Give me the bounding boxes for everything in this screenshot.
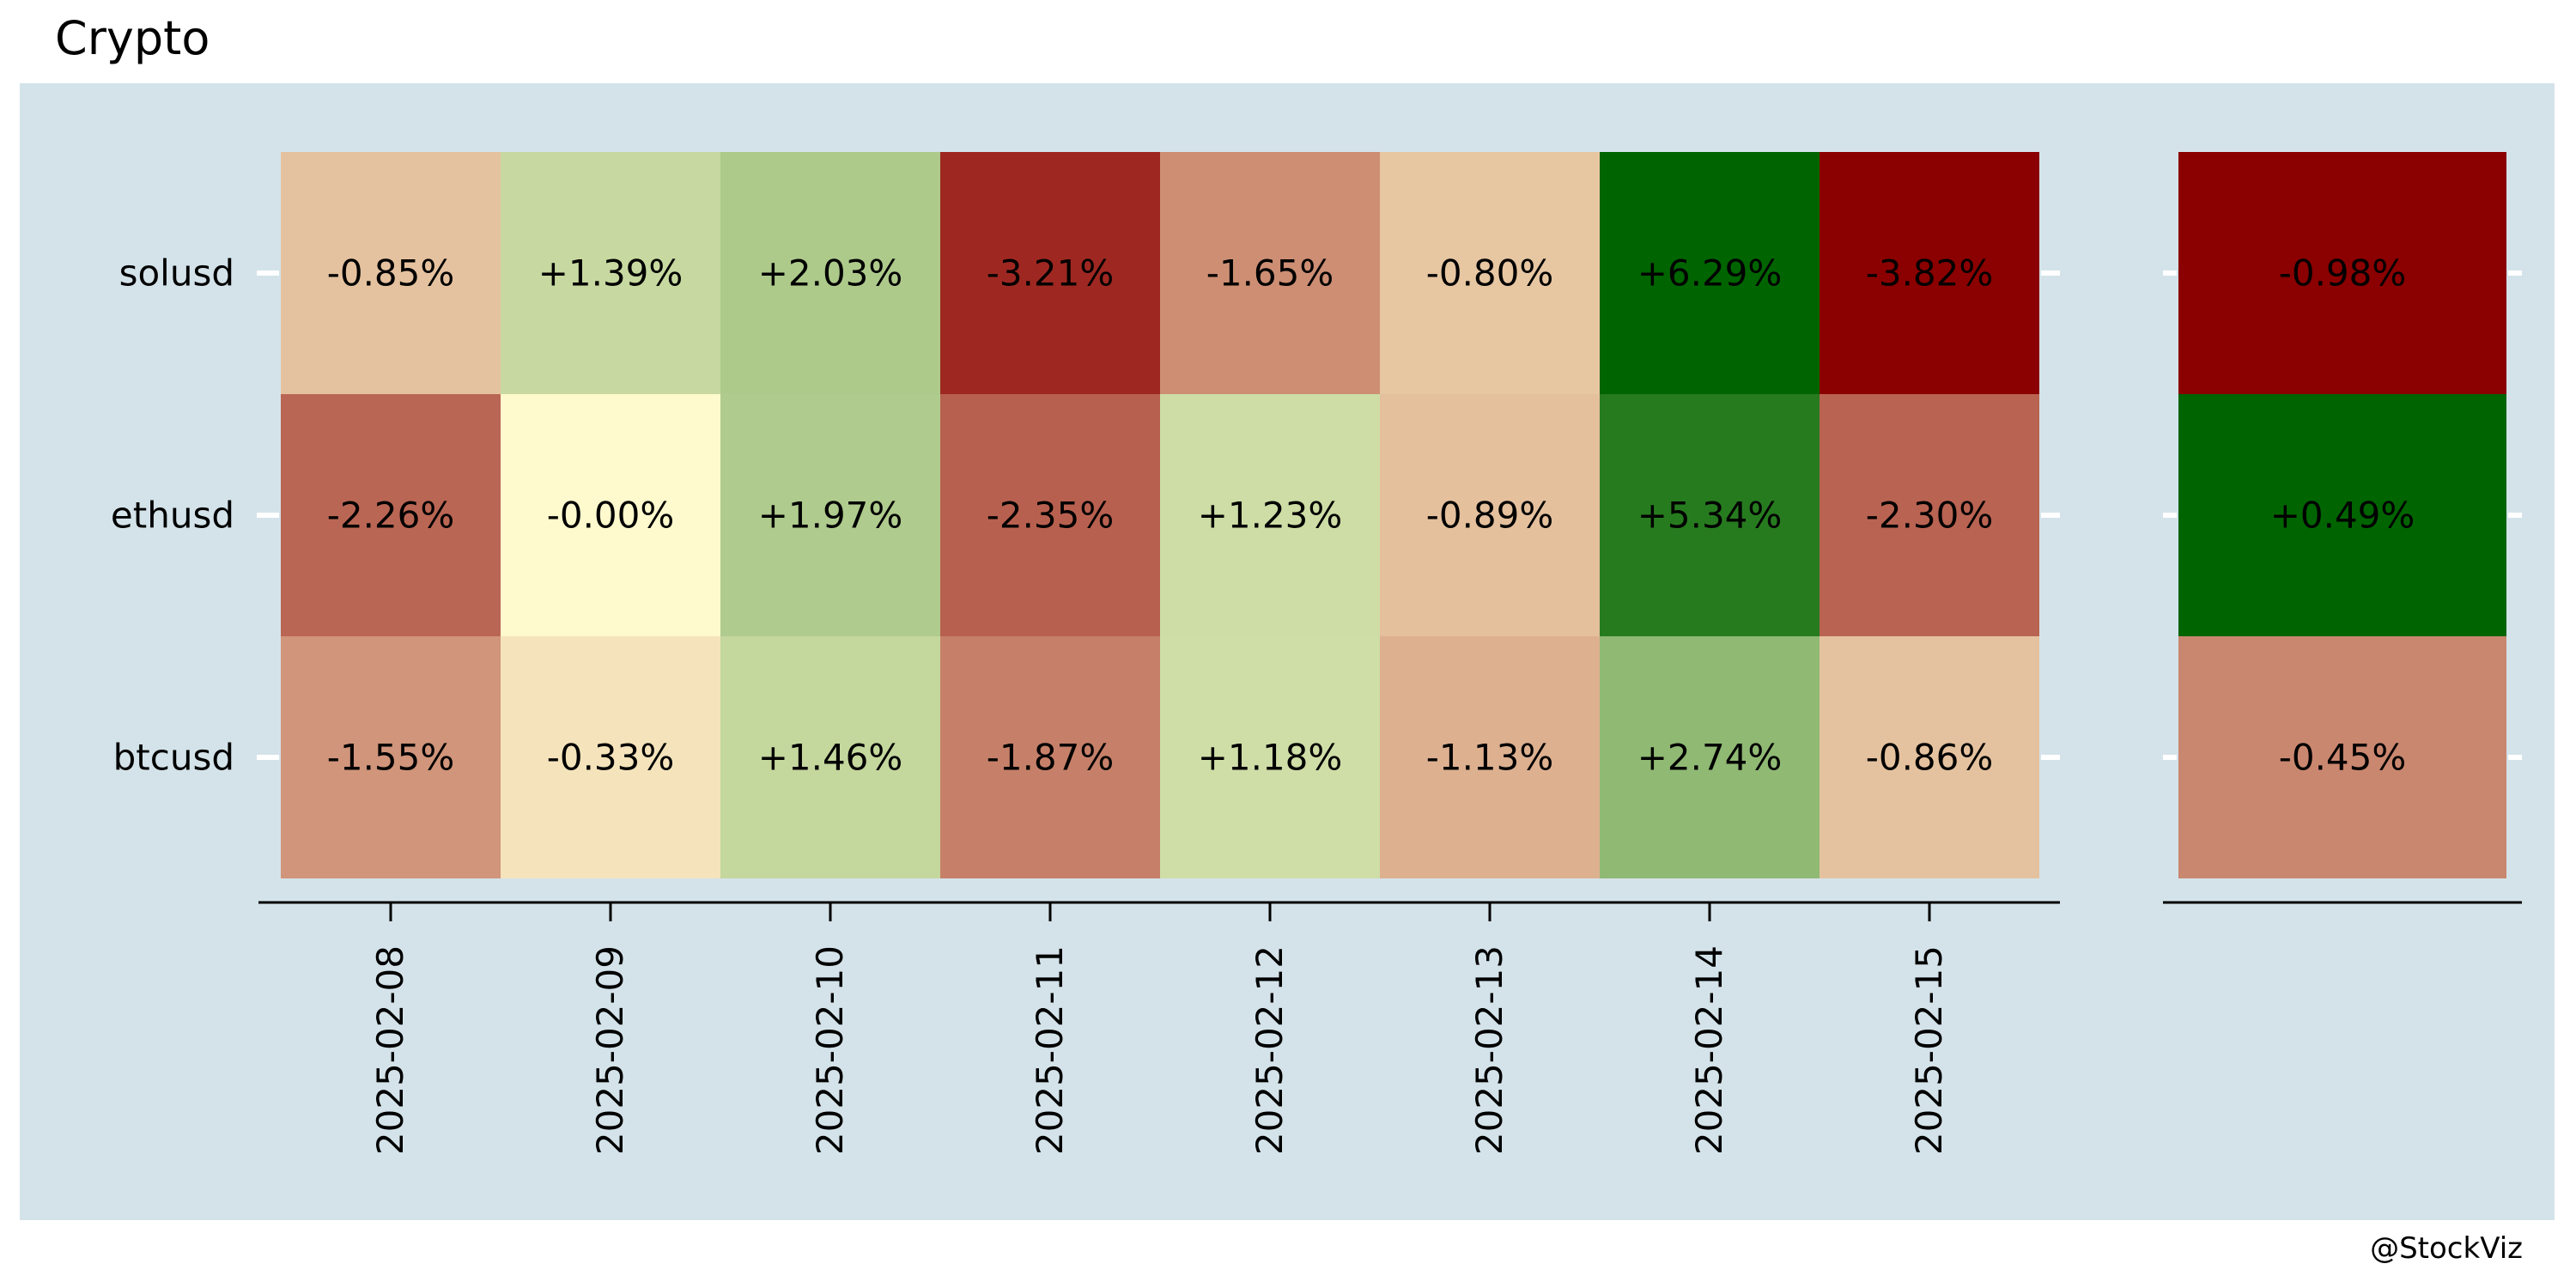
cell-label: -0.80% [1426, 252, 1554, 295]
cell-label: -1.65% [1206, 252, 1334, 295]
heatmap-cell [1820, 152, 2039, 394]
summary-cell [2178, 636, 2506, 878]
summary-label: +0.49% [2270, 495, 2415, 537]
summary-cell [2178, 394, 2506, 636]
chart-title: Crypto [55, 11, 210, 65]
heatmap-cell [1380, 636, 1600, 878]
cell-label: +1.46% [758, 737, 903, 779]
x-tick-label: 2025-02-11 [1029, 945, 1071, 1155]
cell-label: +1.39% [538, 252, 683, 295]
plot-panel: solusd ethusd btcusd -0.85% +1.39% +2.03% -3.2… [20, 83, 2555, 1220]
x-tick-label: 2025-02-10 [809, 945, 851, 1155]
cell-label: +5.34% [1637, 495, 1783, 537]
heatmap-cell [1380, 152, 1600, 394]
y-tick-label: ethusd [111, 495, 234, 537]
heatmap-cell [1600, 394, 1820, 636]
heatmap-cell [281, 394, 501, 636]
heatmap-cell [1600, 636, 1820, 878]
x-tick-label: 2025-02-12 [1249, 945, 1291, 1155]
summary-cell [2178, 152, 2506, 394]
heatmap-cell [940, 394, 1160, 636]
heatmap-cell [720, 152, 940, 394]
x-tick-label: 2025-02-13 [1468, 945, 1510, 1155]
summary-label: -0.98% [2279, 252, 2407, 295]
x-tick-label: 2025-02-08 [369, 945, 411, 1155]
cell-label: +1.23% [1198, 495, 1343, 537]
cell-label: +6.29% [1637, 252, 1783, 295]
cell-label: -3.21% [987, 252, 1115, 295]
cell-label: -0.86% [1866, 737, 1994, 779]
heatmap-cell [1820, 636, 2039, 878]
heatmap-cell [1160, 394, 1380, 636]
heatmap-cell [1160, 152, 1380, 394]
cell-label: +1.97% [758, 495, 903, 537]
heatmap-cell [281, 636, 501, 878]
heatmap-cell [940, 636, 1160, 878]
heatmap-cell [720, 394, 940, 636]
heatmap-cell [501, 152, 720, 394]
cell-label: -1.55% [327, 737, 455, 779]
cell-label: +1.18% [1198, 737, 1343, 779]
y-tick-label: solusd [119, 252, 234, 295]
heatmap-cell [501, 394, 720, 636]
cell-label: -1.87% [987, 737, 1115, 779]
cell-label: -0.85% [327, 252, 455, 295]
heatmap-cell [940, 152, 1160, 394]
cell-label: -0.00% [547, 495, 675, 537]
heatmap-cell [1380, 394, 1600, 636]
cell-label: -2.35% [987, 495, 1115, 537]
heatmap-chart: solusd ethusd btcusd -0.85% +1.39% +2.03% -3.2… [111, 152, 2522, 1155]
credit-label: @StockViz [2370, 1231, 2523, 1266]
cell-label: -0.89% [1426, 495, 1554, 537]
cell-label: +2.74% [1637, 737, 1783, 779]
cell-label: +2.03% [758, 252, 903, 295]
heatmap-cell [1820, 394, 2039, 636]
x-tick-label: 2025-02-14 [1688, 945, 1730, 1155]
y-tick-label: btcusd [113, 737, 234, 779]
heatmap-cell [1160, 636, 1380, 878]
heatmap-cell [281, 152, 501, 394]
x-tick-label: 2025-02-15 [1908, 945, 1950, 1155]
cell-label: -2.26% [327, 495, 455, 537]
cell-label: -3.82% [1866, 252, 1994, 295]
cell-label: -0.33% [547, 737, 675, 779]
heatmap-cell [501, 636, 720, 878]
x-tick-label: 2025-02-09 [589, 945, 631, 1155]
heatmap-cell [720, 636, 940, 878]
cell-label: -2.30% [1866, 495, 1994, 537]
cell-label: -1.13% [1426, 737, 1554, 779]
heatmap-cell [1600, 152, 1820, 394]
summary-label: -0.45% [2279, 737, 2407, 779]
